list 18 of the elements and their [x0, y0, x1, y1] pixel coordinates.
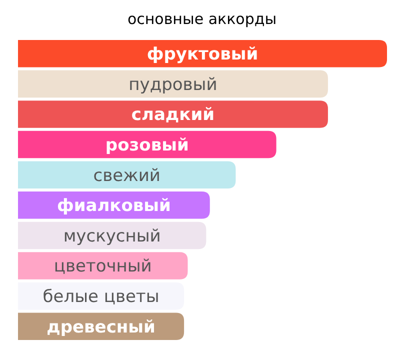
- y-tick-label: мускусный: [63, 226, 161, 246]
- y-tick-label: фиалковый: [56, 196, 171, 216]
- y-tick-label: цветочный: [54, 256, 152, 277]
- chart-title: основные аккорды: [127, 10, 277, 28]
- y-tick-label: белые цветы: [42, 287, 160, 308]
- bar: [18, 130, 276, 158]
- y-tick-label: свежий: [93, 166, 160, 186]
- y-tick-label: древесный: [46, 317, 156, 338]
- bar: [18, 70, 328, 98]
- y-tick-label: розовый: [105, 135, 189, 156]
- y-tick-label: пудровый: [128, 74, 218, 95]
- y-tick-label: сладкий: [131, 105, 215, 126]
- bar: [18, 222, 206, 250]
- bar: [18, 161, 236, 188]
- bar: [18, 40, 387, 68]
- bar: [18, 252, 188, 280]
- bar: [18, 100, 328, 128]
- y-tick-label: фруктовый: [146, 44, 258, 65]
